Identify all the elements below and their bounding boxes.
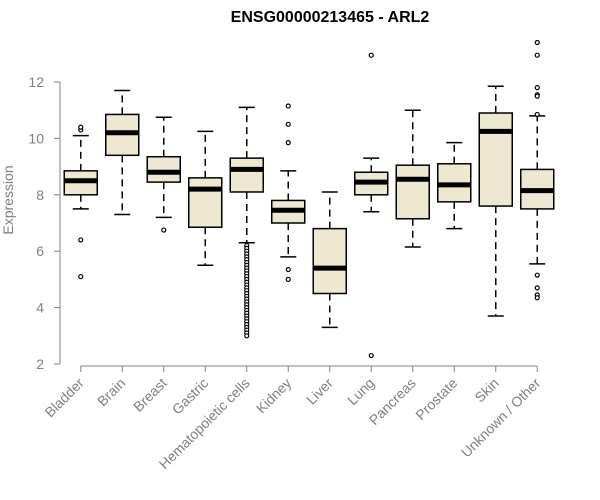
box-5 — [271, 103, 306, 282]
outlier-point — [368, 52, 374, 58]
outlier-point — [534, 111, 540, 118]
box-9 — [437, 141, 472, 230]
x-tick-label: Prostate — [412, 375, 460, 423]
chart-title: ENSG00000213465 - ARL2 — [231, 9, 430, 26]
outlier-point — [285, 103, 291, 109]
outlier-point — [534, 85, 540, 91]
outlier-point — [534, 93, 540, 99]
box-series — [63, 39, 555, 359]
box-10 — [478, 85, 513, 317]
x-tick-label: Lung — [344, 375, 377, 408]
x-tick-label: Liver — [303, 375, 336, 408]
y-tick-label: 10 — [28, 130, 44, 146]
y-tick-label: 6 — [36, 243, 44, 259]
box-11 — [520, 39, 555, 301]
y-axis: 2 4 6 8 10 12 — [28, 74, 61, 372]
y-tick-label: 12 — [28, 74, 44, 90]
box-rect — [188, 177, 223, 228]
x-tick-label: Breast — [130, 375, 170, 415]
box-rect — [395, 164, 430, 220]
box-rect — [146, 155, 181, 183]
outlier-point — [534, 295, 540, 301]
x-tick-label: Unknown / Other — [458, 375, 544, 461]
box-6 — [312, 191, 347, 329]
outlier-point — [534, 272, 540, 278]
outlier-point — [285, 121, 291, 127]
box-0 — [63, 124, 98, 280]
box-2 — [146, 116, 181, 233]
outlier-point — [244, 333, 250, 339]
box-4 — [229, 106, 264, 339]
box-rect — [312, 227, 347, 295]
box-1 — [105, 89, 140, 216]
outlier-point — [78, 273, 84, 280]
box-8 — [395, 109, 430, 248]
outlier-point — [285, 266, 291, 273]
outlier-point — [285, 140, 291, 146]
box-3 — [188, 130, 223, 267]
y-tick-label: 4 — [36, 300, 44, 316]
outlier-point — [78, 237, 84, 243]
x-tick-label: Bladder — [41, 375, 87, 421]
x-tick-label: Skin — [471, 375, 502, 406]
y-tick-label: 2 — [36, 356, 44, 372]
y-tick-label: 8 — [36, 187, 44, 203]
box-rect — [229, 157, 264, 193]
outlier-point — [534, 52, 540, 58]
outlier-point — [368, 352, 374, 359]
x-tick-label: Brain — [94, 375, 128, 409]
box-rect — [478, 112, 513, 207]
x-tick-label: Kidney — [253, 375, 295, 417]
outlier-point — [161, 227, 167, 233]
outlier-point — [78, 124, 84, 130]
y-axis-label: Expression — [0, 165, 16, 234]
outlier-point — [285, 276, 291, 282]
outlier-point — [534, 39, 540, 46]
outlier-point — [534, 285, 540, 291]
box-7 — [354, 52, 389, 359]
